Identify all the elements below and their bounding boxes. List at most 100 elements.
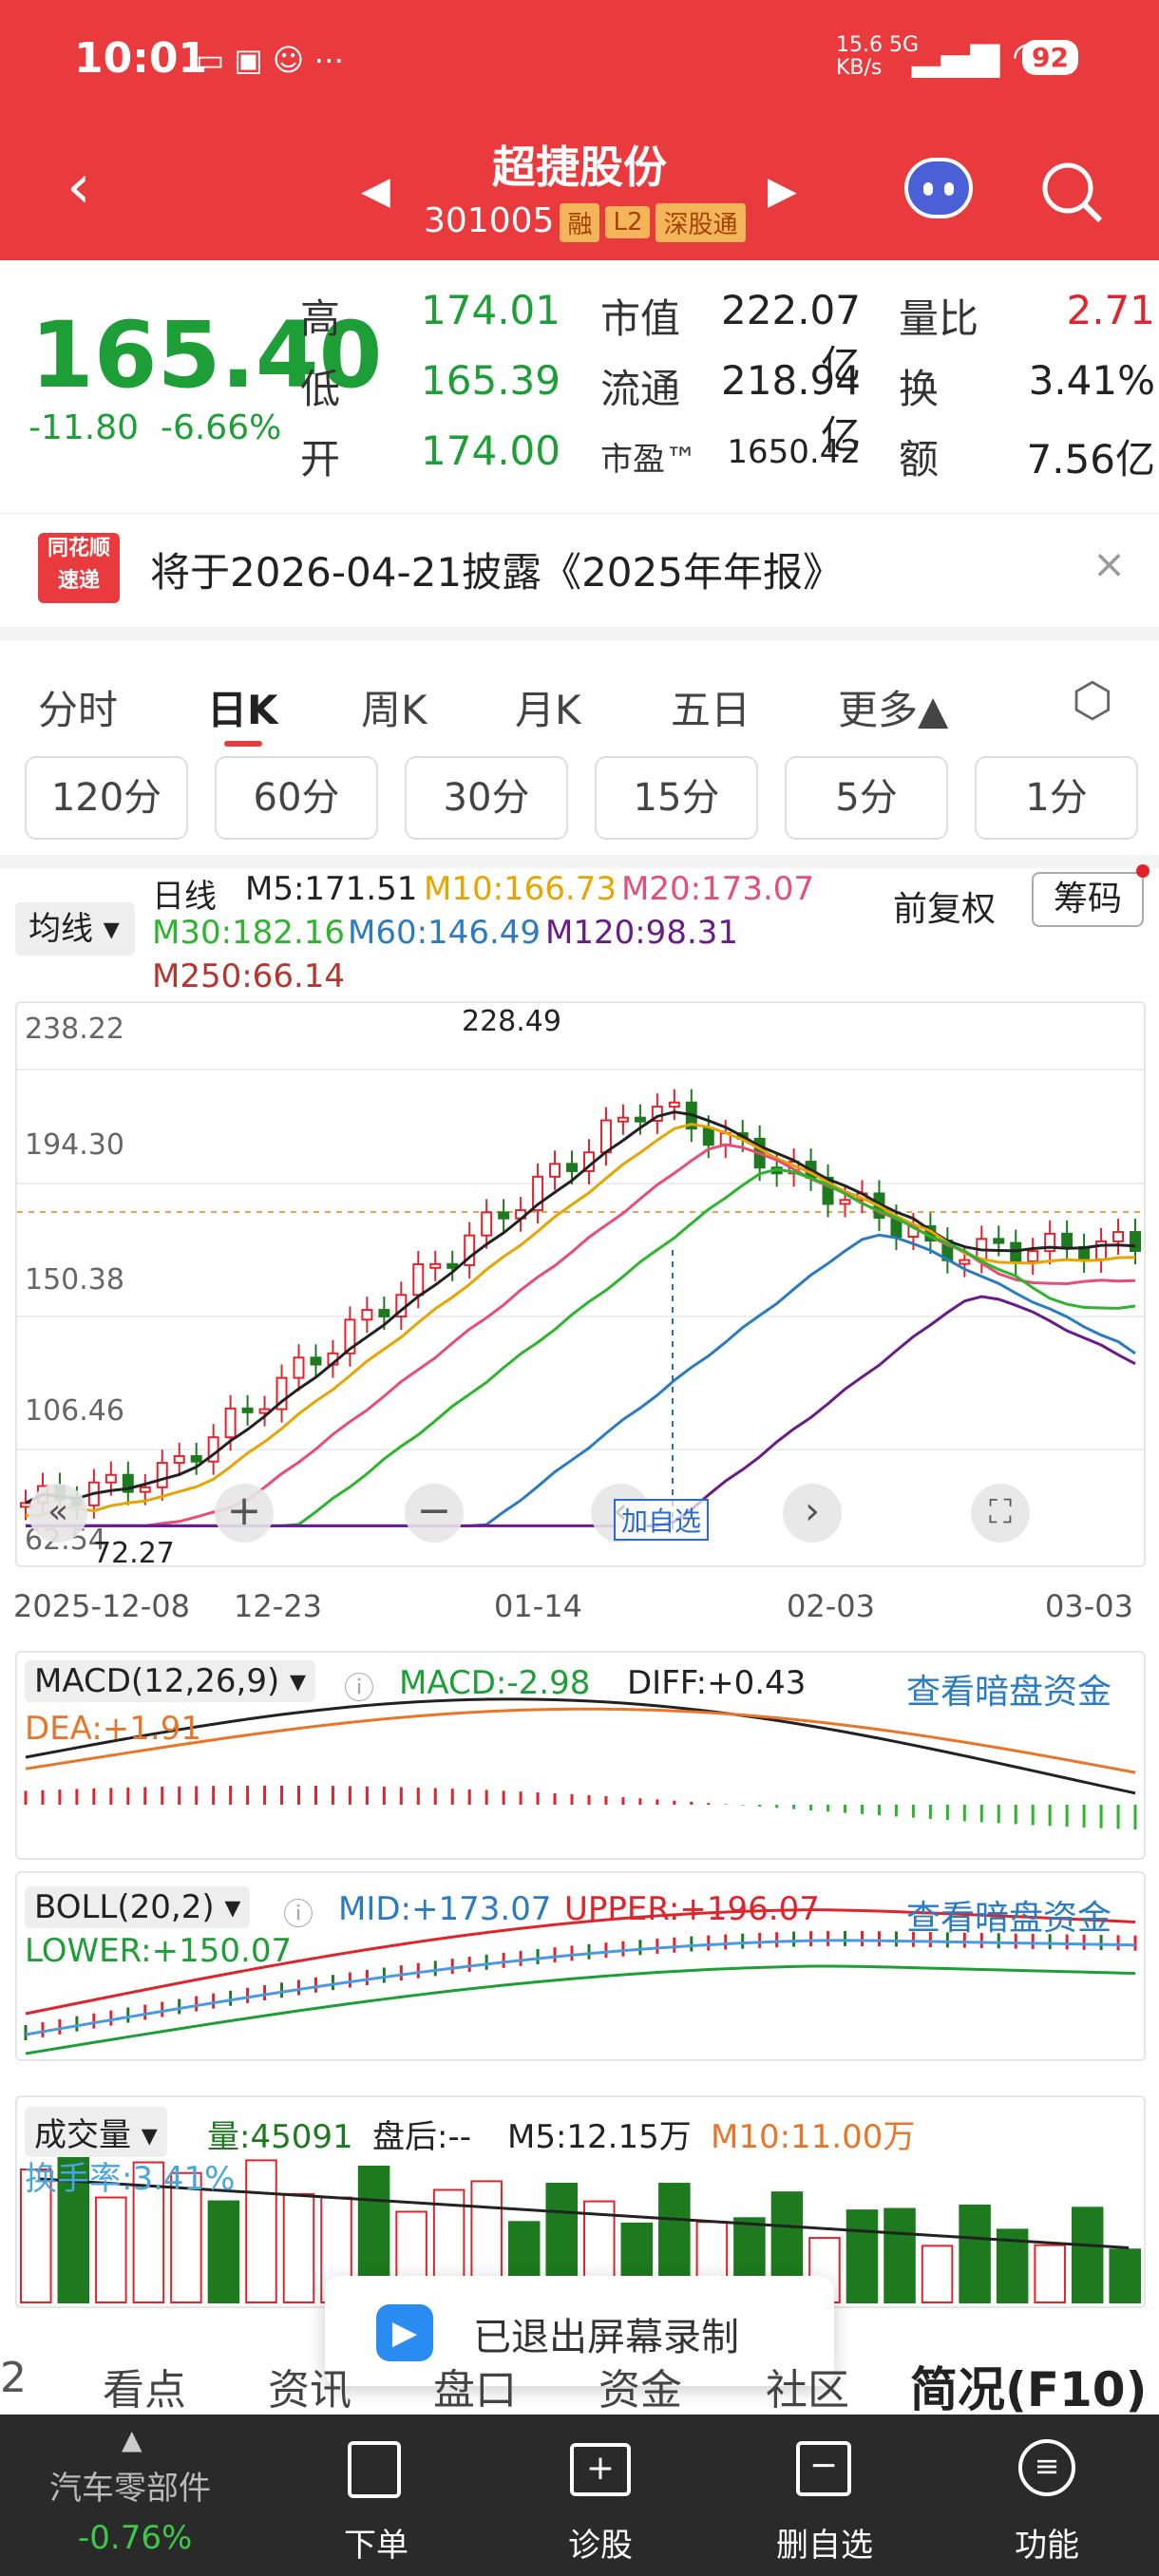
adjust-mode[interactable]: 前复权 (893, 890, 997, 929)
period-15min[interactable]: 15分 (595, 756, 758, 840)
period-30min[interactable]: 30分 (405, 756, 568, 840)
boll-mid-line (25, 1939, 1136, 2036)
candle-body (293, 1356, 305, 1379)
dark-pool-link[interactable]: 查看暗盘资金 (906, 1673, 1112, 1712)
candle-body (156, 1462, 168, 1488)
amount-label: 额 (899, 436, 940, 483)
ma5-value: M5:171.51 (245, 870, 418, 908)
subtab-profile[interactable]: 简况(F10) (910, 2362, 1148, 2417)
status-time: 10:01 (74, 34, 208, 83)
stock-name: 超捷股份 (492, 142, 667, 193)
sector-name[interactable]: 汽车零部件 (49, 2470, 211, 2508)
order-icon[interactable] (348, 2441, 401, 2498)
candle-body (429, 1262, 442, 1269)
subtab-community[interactable]: 社区 (766, 2366, 849, 2415)
macd-selector[interactable]: MACD(12,26,9) ▾ (25, 1660, 316, 1702)
candle-body (959, 1259, 971, 1265)
date-label-4: 02-03 (787, 1588, 875, 1624)
max-price-label: 228.49 (462, 1005, 561, 1038)
candle-body (1112, 1231, 1125, 1242)
kline-chart[interactable] (15, 1001, 1146, 1567)
ma-line (25, 1110, 1136, 1505)
settings-hex-icon[interactable]: ⬡ (1072, 672, 1113, 728)
tab-weekly-k[interactable]: 周K (361, 687, 428, 733)
nav-function[interactable]: 功能 (1015, 2527, 1079, 2565)
kline-svg (17, 1069, 1144, 1535)
turnover-rate: 换手率:3.41% (25, 2160, 236, 2198)
active-tab-indicator (224, 741, 262, 747)
subtab-orderbook[interactable]: 盘口 (433, 2366, 517, 2415)
ma-selector[interactable]: 均线 ▾ (15, 902, 135, 956)
candle-body (839, 1199, 851, 1205)
volume-bar (57, 2152, 90, 2303)
search-icon[interactable] (1039, 160, 1106, 226)
robot-assistant-icon[interactable] (904, 158, 973, 218)
ma-line (25, 1167, 1136, 1527)
volume-bar (282, 2192, 315, 2303)
fullscreen-icon[interactable]: ⛶ (971, 1484, 1030, 1543)
boll-selector[interactable]: BOLL(20,2) ▾ (25, 1886, 251, 1928)
candle-body (1027, 1250, 1039, 1263)
add-watchlist-button[interactable]: 加自选 (614, 1499, 710, 1541)
announcement-bar[interactable]: 同花顺 速递 将于2026-04-21披露《2025年年报》 × (0, 513, 1159, 617)
period-5min[interactable]: 5分 (785, 756, 948, 840)
candle-body (122, 1473, 134, 1493)
tab-five-day[interactable]: 五日 (671, 687, 751, 733)
subtab-news[interactable]: 资讯 (268, 2366, 352, 2415)
after-hours-volume: 盘后:-- (372, 2118, 471, 2156)
close-icon[interactable]: × (1092, 540, 1127, 587)
subtab-funds[interactable]: 资金 (598, 2366, 682, 2415)
battery-badge: 92 (1022, 40, 1078, 75)
candle-body (139, 1486, 151, 1493)
period-1min[interactable]: 1分 (975, 756, 1138, 840)
period-60min[interactable]: 60分 (215, 756, 378, 840)
candle-body (481, 1211, 493, 1237)
candle-body (498, 1211, 510, 1220)
prev-stock-icon[interactable]: ◀ (361, 169, 390, 213)
chevron-up-icon[interactable]: ▲ (122, 2424, 142, 2455)
turnover-value: 3.41% (1028, 357, 1155, 404)
ma-line (25, 1295, 1136, 1527)
boll-lower: LOWER:+150.07 (25, 1932, 293, 1970)
menu-icon[interactable]: ≡ (1018, 2439, 1075, 2496)
volume-ratio-value: 2.71 (1066, 287, 1155, 333)
tab-monthly-k[interactable]: 月K (515, 687, 581, 733)
candle-body (617, 1116, 629, 1123)
boll-lower-line (25, 1964, 1136, 2055)
next-stock-icon[interactable]: ▶ (768, 169, 797, 213)
nav-remove-watchlist[interactable]: 删自选 (776, 2527, 873, 2565)
date-label-3: 01-14 (494, 1588, 582, 1624)
candle-body (566, 1163, 578, 1172)
back-icon[interactable]: ‹ (66, 152, 91, 222)
y-tick-2: 194.30 (25, 1128, 124, 1162)
help-icon[interactable]: ⓘ (283, 1896, 314, 1932)
tab-intraday[interactable]: 分时 (38, 687, 119, 733)
subtab-highlights[interactable]: 看点 (103, 2366, 186, 2415)
help-icon[interactable]: ⓘ (344, 1670, 375, 1706)
volume-selector[interactable]: 成交量 ▾ (25, 2107, 167, 2157)
volume-bar (245, 2159, 277, 2303)
y-tick-1: 238.22 (25, 1013, 124, 1046)
diagnose-icon[interactable]: + (570, 2443, 631, 2496)
candle-body (549, 1163, 561, 1178)
nav-diagnose[interactable]: 诊股 (568, 2527, 633, 2565)
chip-button[interactable]: 筹码 (1032, 872, 1144, 927)
zoom-in-icon[interactable]: + (215, 1484, 274, 1543)
tab-more[interactable]: 更多▲ (838, 687, 949, 733)
zoom-out-icon[interactable]: − (405, 1484, 464, 1543)
tab-daily-k[interactable]: 日K (207, 687, 278, 733)
boll-panel[interactable] (15, 1871, 1146, 2061)
macd-panel[interactable] (15, 1651, 1146, 1860)
nav-order[interactable]: 下单 (344, 2527, 408, 2565)
rewind-icon[interactable]: « (28, 1484, 87, 1543)
subtab-cut: 2 (0, 2354, 27, 2402)
candle-body (190, 1454, 202, 1463)
candle-body (224, 1407, 237, 1439)
volume-bar (921, 2245, 954, 2304)
scroll-right-icon[interactable]: › (783, 1484, 842, 1543)
period-120min[interactable]: 120分 (25, 756, 188, 840)
remove-watchlist-icon[interactable]: − (796, 2441, 851, 2496)
date-label-5: 03-03 (1045, 1588, 1133, 1624)
bottom-nav: ▲ 汽车零部件 -0.76% 下单 + 诊股 − 删自选 ≡ 功能 (0, 2415, 1159, 2576)
dark-pool-link[interactable]: 查看暗盘资金 (906, 1899, 1112, 1938)
